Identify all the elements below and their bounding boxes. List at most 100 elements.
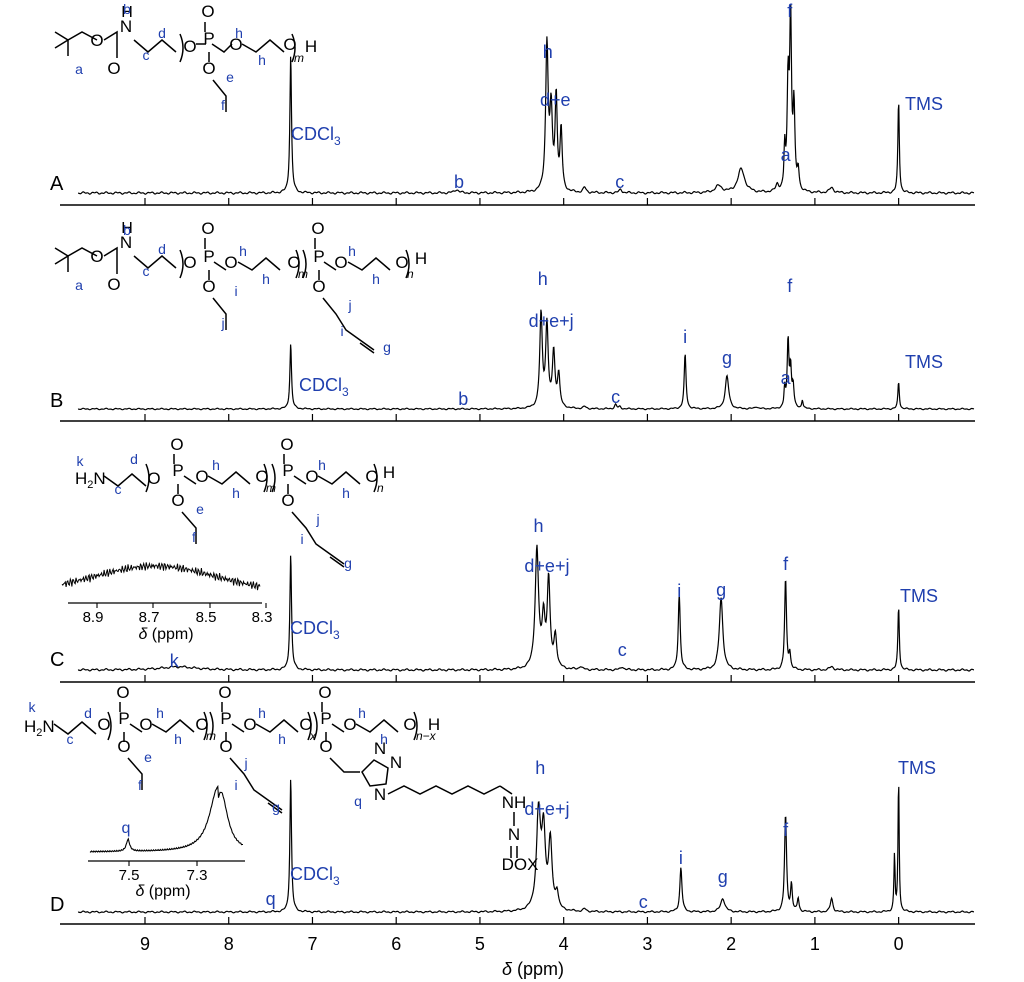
atom-assignment: f: [192, 529, 196, 545]
bond: [212, 79, 227, 112]
atom-assignment: g: [344, 555, 352, 571]
x-axis-label: δ (ppm): [502, 959, 564, 979]
atom-assignment: h: [156, 705, 164, 721]
amine-subscript: 2: [87, 479, 93, 491]
atom-symbol: O: [218, 683, 231, 702]
spectrum-trace: [78, 3, 975, 195]
atom-assignment: c: [67, 731, 74, 747]
bond: [53, 721, 97, 735]
atom-symbol: O: [334, 253, 347, 272]
bond: [103, 473, 147, 487]
atom-assignment: j: [315, 511, 319, 527]
peak-assignment: d+e: [540, 90, 571, 110]
x-tick-label: 6: [391, 934, 401, 954]
atom-symbol: O: [201, 2, 214, 21]
atom-symbol: O: [139, 715, 152, 734]
x-axis: 9 8 7 6 5 4 3 2 1 0 δ (ppm): [140, 934, 904, 979]
atom-symbol: O: [219, 737, 232, 756]
inset-panel-d: 7.5 7.3 q δ (ppm): [88, 784, 245, 900]
atom-symbol: P: [220, 709, 231, 728]
peak-assignment: d+e+j: [529, 311, 574, 331]
x-axis-label-unit: (ppm): [512, 959, 564, 979]
atom-symbol: O: [305, 467, 318, 486]
peak-assignment: b: [458, 389, 468, 409]
atom-symbol: O: [202, 277, 215, 296]
repeat-bracket: [145, 463, 150, 493]
bond: [127, 757, 143, 790]
atom-symbol: P: [203, 247, 214, 266]
atom-symbol: O: [90, 247, 103, 266]
atom-symbol: O: [229, 35, 242, 54]
peak-assignment: g: [722, 348, 732, 368]
atom-assignment: c: [115, 481, 122, 497]
inset-axis-label-unit: (ppm): [144, 883, 190, 900]
inset-tick-label: 7.3: [187, 867, 208, 884]
bond: [387, 785, 501, 795]
panel-label: A: [50, 173, 64, 195]
spectrum-panel-b: B CDCl3 TMS b h d+e+j c i g a f: [50, 269, 975, 422]
atom-symbol: P: [282, 461, 293, 480]
peak-assignment: h: [534, 516, 544, 536]
atom-assignment: a: [75, 61, 83, 77]
atom-symbol: N: [120, 233, 132, 252]
peak-assignment: f: [787, 1, 793, 21]
atom-symbol: O: [116, 683, 129, 702]
spectrum-trace: [77, 779, 974, 914]
bond: [347, 257, 391, 271]
atom-symbol: H: [383, 463, 395, 482]
atom-symbol: O: [312, 277, 325, 296]
inset-trace: [61, 561, 261, 591]
atom-assignment: j: [243, 755, 247, 771]
atom-symbol: N: [508, 825, 520, 844]
bond: [129, 723, 143, 733]
peak-assignment: c: [615, 172, 624, 192]
atom-assignment: i: [300, 531, 303, 547]
peak-assignment: c: [618, 640, 627, 660]
peak-assignment: k: [170, 651, 180, 671]
amine-subscript: 2: [36, 727, 42, 739]
atom-symbol: O: [147, 469, 160, 488]
atom-assignment: e: [144, 749, 152, 765]
repeat-bracket: [313, 711, 318, 741]
repeat-bracket: [307, 711, 312, 741]
inset-axis-label-symbol: δ: [138, 626, 148, 643]
atom-assignment: d: [130, 451, 138, 467]
x-tick-label: 2: [726, 934, 736, 954]
atom-symbol: O: [243, 715, 256, 734]
x-tick-label: 7: [307, 934, 317, 954]
atom-assignment: h: [372, 271, 380, 287]
atom-symbol: P: [118, 709, 129, 728]
bond: [229, 757, 283, 811]
solvent-subscript: 3: [333, 874, 340, 888]
nmr-spectra: ACDCl3TMSbhd+ecafBCDCl3TMSbhd+e+jcigafCC…: [50, 1, 975, 925]
repeat-index: m: [298, 267, 308, 281]
atom-assignment: h: [235, 25, 243, 41]
peak-assignment: q: [266, 889, 276, 909]
atom-assignment: g: [272, 799, 280, 815]
bond: [54, 255, 69, 265]
atom-assignment: h: [258, 52, 266, 68]
atom-symbol: P: [313, 247, 324, 266]
bond: [293, 475, 307, 485]
repeat-bracket: [203, 711, 208, 741]
solvent-subscript: 3: [342, 385, 349, 399]
amine-label: H2N: [75, 469, 106, 491]
atom-symbol: O: [170, 435, 183, 454]
tms-label: TMS: [900, 586, 938, 606]
bond: [499, 785, 513, 795]
atom-assignment: d: [158, 25, 166, 41]
bond: [291, 511, 345, 565]
atom-symbol: O: [97, 715, 110, 734]
x-axis-label-symbol: δ: [502, 959, 513, 979]
atom-symbol: O: [287, 253, 300, 272]
atom-symbol: O: [107, 59, 120, 78]
x-tick-label: 5: [475, 934, 485, 954]
atom-assignment: h: [239, 243, 247, 259]
solvent-label: CDCl3: [290, 864, 340, 888]
atom-symbol: P: [172, 461, 183, 480]
atom-assignment: h: [278, 731, 286, 747]
atom-assignment: k: [77, 453, 85, 469]
panel-label: D: [50, 894, 64, 916]
peak-assignment: h: [543, 42, 553, 62]
